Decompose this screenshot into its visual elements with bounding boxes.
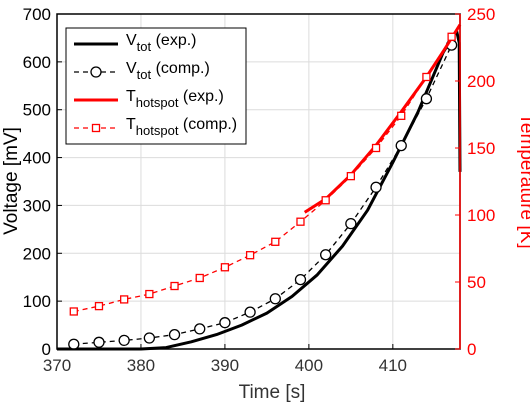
right-tick-label: 0 — [467, 340, 476, 359]
legend-marker-circle — [90, 66, 102, 78]
x-tick-label: 370 — [43, 356, 71, 375]
series-1-point — [420, 93, 433, 105]
left-tick-label: 700 — [23, 5, 51, 24]
series-1-point — [118, 334, 130, 347]
series-3-point — [145, 289, 154, 299]
series-1-point — [168, 328, 181, 341]
legend: Vtot (exp.) Vtot (comp.) Thotspot (exp.) Th… — [65, 27, 247, 145]
left-tick-label: 600 — [23, 53, 51, 72]
series-3-point — [346, 171, 356, 181]
series-1-point — [370, 181, 382, 193]
right-tick-label: 200 — [467, 72, 495, 91]
series-1-point — [68, 338, 80, 350]
series-3-point — [422, 72, 431, 82]
left-tick-label: 400 — [23, 149, 51, 168]
legend-marker-square — [91, 123, 101, 133]
x-axis-title: Time [s] — [239, 382, 306, 403]
series-1-point — [93, 336, 105, 348]
series-1-point — [294, 273, 307, 286]
series-1-point — [395, 139, 407, 152]
series-3-point — [195, 273, 204, 283]
left-tick-label: 0 — [42, 340, 51, 359]
left-tick-label: 300 — [23, 196, 51, 215]
right-y-axis-title: Temperature [K] — [516, 113, 530, 248]
series-line-1 — [73, 44, 453, 345]
series-3-point — [220, 263, 230, 272]
x-tick-label: 410 — [379, 356, 407, 375]
right-y-axis: 0 50 100 150 200 250 — [455, 5, 495, 359]
series-3-point — [69, 307, 78, 316]
series-1-point — [219, 317, 231, 329]
series-3-point — [447, 32, 456, 41]
series-1-point — [345, 217, 357, 230]
series-3-point — [397, 111, 406, 120]
series-3-point — [245, 251, 255, 260]
x-axis: 370 380 390 400 410 — [43, 344, 407, 375]
legend-label: Thotspot (comp.) — [126, 116, 237, 138]
series-1-point — [320, 249, 332, 261]
left-y-axis: 0 100 200 300 400 500 600 700 — [23, 5, 62, 359]
left-y-axis-title: Voltage [mV] — [1, 127, 22, 235]
series-3-point — [120, 295, 129, 304]
series-1-point — [194, 323, 206, 335]
left-tick-label: 100 — [23, 292, 51, 311]
legend-label: Vtot (comp.) — [126, 60, 210, 82]
x-tick-label: 380 — [127, 356, 155, 375]
x-tick-label: 400 — [295, 356, 323, 375]
x-tick-label: 390 — [211, 356, 239, 375]
right-tick-label: 100 — [467, 206, 495, 225]
series-1-point — [143, 332, 156, 344]
series-line-3 — [73, 36, 453, 313]
series-1-point — [269, 293, 281, 305]
right-tick-label: 250 — [467, 5, 495, 24]
series-3-point — [296, 217, 305, 226]
series-3-point — [371, 143, 381, 153]
right-tick-label: 50 — [467, 273, 486, 292]
right-tick-label: 150 — [467, 139, 495, 158]
series-layer — [57, 23, 462, 351]
legend-label: Vtot (exp.) — [126, 32, 196, 54]
left-tick-label: 500 — [23, 101, 51, 120]
series-3-point — [170, 281, 179, 291]
legend-label: Thotspot (exp.) — [126, 88, 224, 110]
series-3-point — [271, 237, 280, 246]
series-3-point — [321, 196, 330, 205]
series-1-point — [244, 306, 256, 318]
series-line-2 — [303, 23, 462, 214]
left-tick-label: 200 — [23, 244, 51, 263]
series-3-point — [94, 301, 104, 311]
